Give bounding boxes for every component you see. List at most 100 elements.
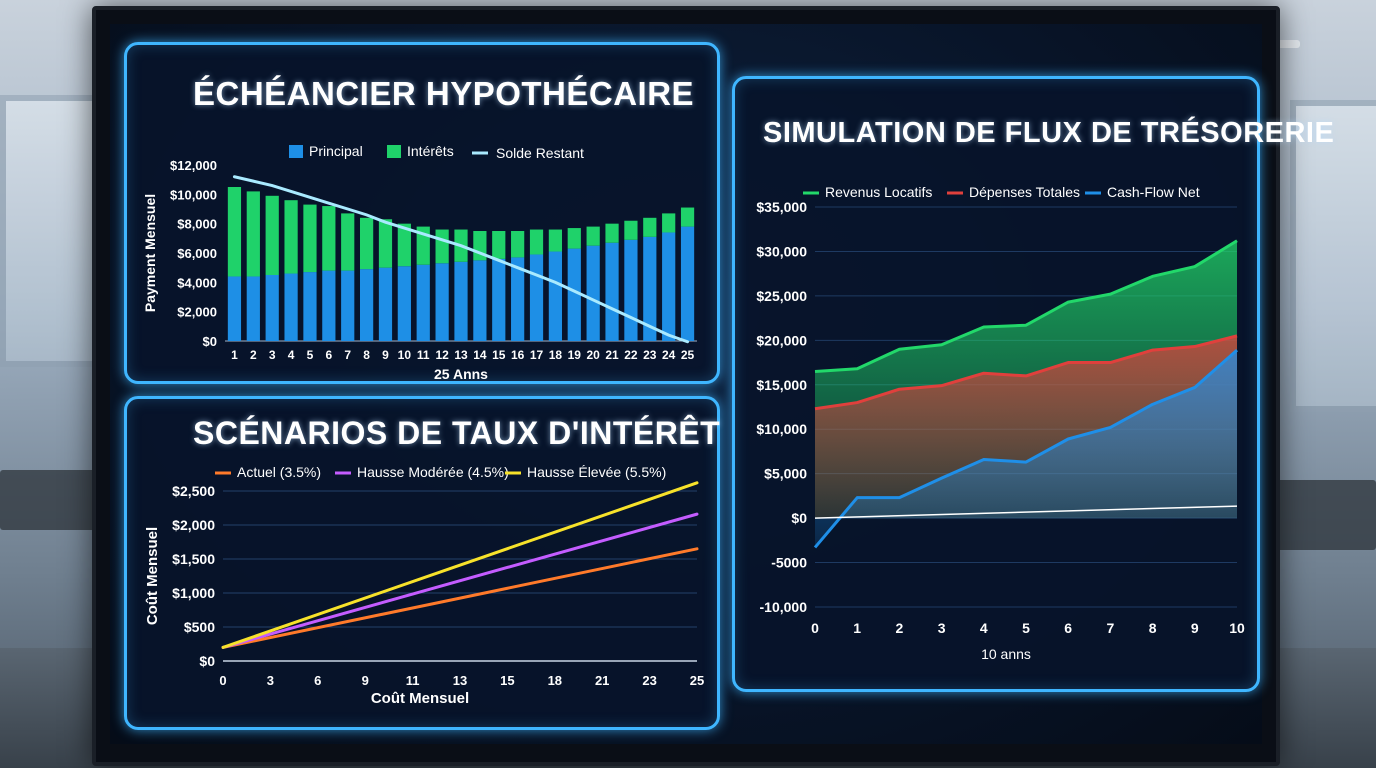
panel-title: SCÉNARIOS DE TAUX D'INTÉRÊT (193, 415, 721, 451)
y-tick-label: $6,000 (177, 246, 217, 261)
x-tick-label: 9 (382, 348, 389, 362)
y-tick-label: $12,000 (170, 158, 217, 173)
bar-principal (435, 263, 449, 341)
y-tick-label: -10,000 (760, 599, 808, 615)
bar-interest (624, 220, 638, 240)
bar-principal (246, 276, 260, 341)
office-window-right (1290, 100, 1376, 412)
x-tick-label: 5 (307, 348, 314, 362)
area-fill (815, 350, 1237, 548)
x-tick-label: 6 (1064, 620, 1072, 636)
x-tick-label: 11 (417, 348, 430, 362)
y-tick-label: $500 (184, 619, 215, 635)
bar-interest (284, 200, 298, 274)
x-tick-label: 19 (568, 348, 582, 362)
bar-interest (322, 206, 336, 271)
bar-principal (284, 273, 298, 341)
legend-swatch (387, 145, 401, 158)
y-tick-label: $0 (199, 653, 215, 669)
y-axis-label: Payment Mensuel (142, 194, 158, 312)
bar-principal (227, 276, 242, 341)
x-tick-label: 8 (363, 348, 370, 362)
x-tick-label: 13 (453, 673, 467, 688)
x-tick-label: 4 (980, 620, 988, 636)
x-tick-label: 4 (288, 348, 295, 362)
x-tick-label: 24 (662, 348, 676, 362)
y-tick-label: $10,000 (170, 187, 217, 202)
bar-principal (548, 251, 563, 341)
y-tick-label: $0 (203, 334, 217, 349)
y-tick-label: $15,000 (756, 377, 807, 393)
legend-label: Principal (309, 143, 363, 159)
bar-principal (341, 270, 355, 341)
y-tick-label: $20,000 (756, 332, 807, 348)
x-tick-label: 23 (643, 348, 657, 362)
cashflow-chart: -10,000 -5000 $0 $5,000 $10,000 $15,000 $20,00… (756, 184, 1245, 662)
interest-rate-panel: SCÉNARIOS DE TAUX D'INTÉRÊT $0 $500 $1,000… (124, 396, 720, 730)
bar-interest (397, 223, 411, 267)
x-tick-label: 0 (219, 673, 226, 688)
x-tick-label: 20 (586, 348, 600, 362)
bar-interest (359, 217, 374, 270)
dashboard-screen: ÉCHÉANCIER HYPOTHÉCAIRE $0 $2,000 $4,000 $6… (110, 24, 1334, 744)
mortgage-schedule-panel: ÉCHÉANCIER HYPOTHÉCAIRE $0 $2,000 $4,000 $6… (124, 42, 720, 384)
bar-interest (605, 223, 619, 243)
x-tick-label: 15 (492, 348, 506, 362)
scenario-line (221, 512, 699, 649)
y-tick-label: -5000 (771, 555, 807, 571)
bar-interest (529, 229, 544, 255)
interest-rate-chart: $0 $500 $1,000 $1,500 $2,000 $2,500 0 3 6 9 11 13 15… (144, 464, 704, 707)
zero-line (814, 505, 1238, 519)
scenario-line (221, 481, 699, 649)
bar-principal (454, 261, 468, 341)
y-tick-label: $2,000 (177, 305, 217, 320)
bar-principal (586, 245, 600, 341)
bar-principal (624, 239, 638, 341)
y-axis-label: Coût Mensuel (144, 527, 161, 625)
bar-principal (359, 269, 374, 341)
x-tick-label: 3 (267, 673, 274, 688)
series-line (814, 239, 1238, 373)
x-tick-label: 21 (605, 348, 619, 362)
bar-principal (662, 232, 676, 341)
x-tick-label: 15 (500, 673, 514, 688)
legend-label: Dépenses Totales (969, 184, 1080, 200)
y-tick-label: $25,000 (756, 288, 807, 304)
x-tick-label: 23 (642, 673, 656, 688)
x-tick-label: 13 (454, 348, 468, 362)
bar-principal (473, 260, 487, 341)
monitor: ÉCHÉANCIER HYPOTHÉCAIRE $0 $2,000 $4,000 $6… (92, 6, 1334, 766)
x-tick-label: 10 (398, 348, 412, 362)
cashflow-panel: SIMULATION DE FLUX DE TRÉSORERIE -10,000… (732, 76, 1334, 692)
bar-principal (416, 264, 430, 341)
bar-interest (378, 219, 393, 268)
y-tick-label: $0 (791, 510, 807, 526)
bar-principal (322, 270, 336, 341)
bar-interest (662, 213, 676, 233)
office-window-left (0, 95, 102, 367)
x-tick-label: 22 (624, 348, 638, 362)
x-tick-label: 16 (511, 348, 525, 362)
legend-label: Revenus Locatifs (825, 184, 932, 200)
office-desk (0, 470, 95, 530)
x-tick-label: 2 (896, 620, 904, 636)
bar-interest (227, 187, 242, 277)
scenario-line (221, 547, 699, 649)
x-tick-label: 11 (406, 673, 420, 688)
bar-interest (265, 195, 279, 275)
x-tick-label: 25 (681, 348, 695, 362)
bar-interest (586, 226, 600, 246)
bar-interest (548, 229, 563, 252)
x-tick-label: 7 (1107, 620, 1115, 636)
x-axis-label: 25 Anns (434, 366, 488, 381)
legend-label: Hausse Modérée (4.5%) (357, 464, 509, 480)
bar-interest (246, 191, 260, 277)
panel-title: ÉCHÉANCIER HYPOTHÉCAIRE (193, 75, 695, 112)
x-tick-label: 21 (595, 673, 609, 688)
bar-principal (680, 226, 695, 341)
x-tick-label: 18 (549, 348, 563, 362)
legend-label: Hausse Élevée (5.5%) (527, 464, 666, 480)
y-tick-label: $30,000 (756, 243, 807, 259)
x-tick-label: 6 (325, 348, 332, 362)
bar-interest (303, 204, 317, 273)
